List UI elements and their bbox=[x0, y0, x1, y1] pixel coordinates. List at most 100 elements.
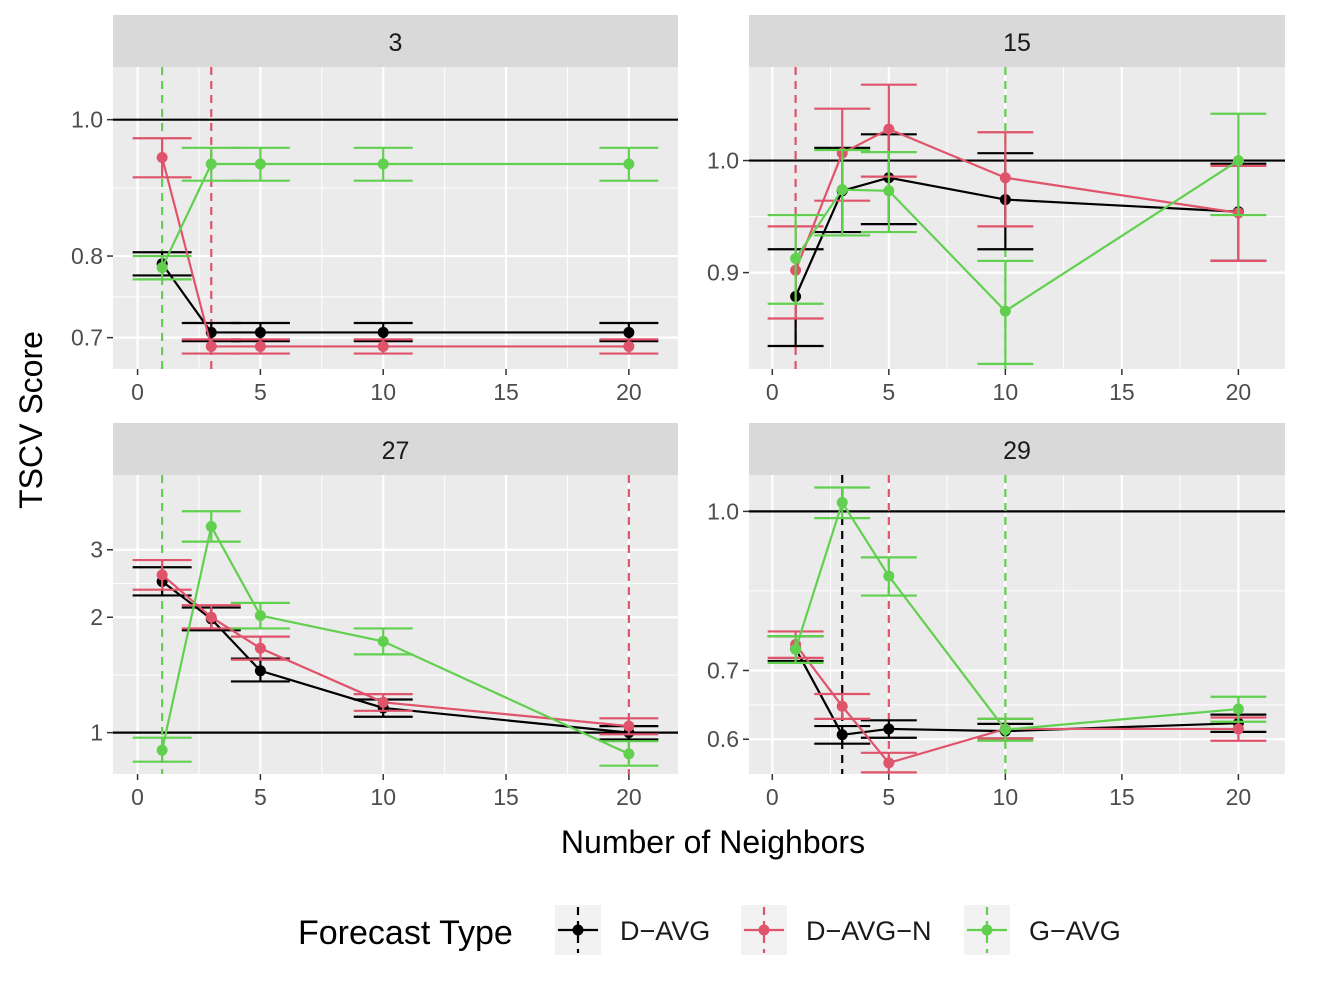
panel-27-marks bbox=[113, 475, 678, 774]
x-tick-label: 15 bbox=[493, 784, 519, 810]
panel-29: 29 0 5 10 15 20 0.6 0.7 1.0 bbox=[707, 423, 1285, 810]
panel-3-strip bbox=[113, 15, 678, 67]
data-point bbox=[883, 123, 895, 135]
data-point bbox=[999, 724, 1011, 736]
data-point bbox=[623, 326, 635, 338]
data-point bbox=[836, 729, 848, 741]
series-g-avg bbox=[767, 486, 1267, 742]
panel-27-strip bbox=[113, 423, 678, 475]
data-point bbox=[156, 151, 168, 163]
panel-3-background bbox=[113, 67, 678, 369]
y-tick-label: 1.0 bbox=[71, 107, 103, 133]
x-tick-label: 5 bbox=[882, 379, 895, 405]
data-point bbox=[205, 611, 217, 623]
data-point bbox=[254, 665, 266, 677]
data-point bbox=[377, 158, 389, 170]
y-tick-label: 3 bbox=[90, 537, 103, 563]
panel-29-strip bbox=[749, 423, 1285, 475]
data-point bbox=[156, 262, 168, 274]
data-point bbox=[377, 635, 389, 647]
data-point bbox=[836, 184, 848, 196]
panel-15-background bbox=[749, 67, 1285, 369]
legend-key-point bbox=[981, 924, 993, 936]
data-point bbox=[156, 569, 168, 581]
data-point bbox=[1232, 723, 1244, 735]
panel-15-strip-label: 15 bbox=[1003, 29, 1031, 57]
x-tick-label: 15 bbox=[1109, 379, 1135, 405]
series-g-avg bbox=[132, 510, 659, 767]
x-tick-label: 15 bbox=[493, 379, 519, 405]
data-point bbox=[377, 326, 389, 338]
data-point bbox=[254, 158, 266, 170]
panel-27-strip-label: 27 bbox=[382, 437, 410, 465]
data-point bbox=[883, 723, 895, 735]
panel-3-marks bbox=[113, 67, 678, 369]
data-point bbox=[999, 305, 1011, 317]
data-point bbox=[1232, 155, 1244, 167]
panel-3: 3 0 5 10 15 20 0.7 0.8 1.0 bbox=[71, 15, 678, 405]
y-tick-label: 1.0 bbox=[707, 498, 739, 524]
data-point bbox=[623, 748, 635, 760]
y-tick-label: 2 bbox=[90, 604, 103, 630]
x-tick-label: 10 bbox=[993, 379, 1019, 405]
panel-15-strip bbox=[749, 15, 1285, 67]
x-tick-label: 20 bbox=[616, 784, 642, 810]
legend-title: Forecast Type bbox=[298, 914, 513, 952]
y-tick-label: 0.6 bbox=[707, 726, 739, 752]
y-tick-label: 1 bbox=[90, 720, 103, 746]
data-point bbox=[254, 340, 266, 352]
data-point bbox=[377, 696, 389, 708]
data-point bbox=[377, 340, 389, 352]
panel-27-grid bbox=[113, 475, 678, 774]
panel-3-strip-label: 3 bbox=[389, 29, 403, 57]
panel-15-marks bbox=[749, 67, 1285, 369]
data-point bbox=[999, 172, 1011, 184]
data-point bbox=[623, 720, 635, 732]
series-d-avg bbox=[132, 251, 659, 343]
panel-3-grid bbox=[113, 67, 678, 369]
y-axis-title: TSCV Score bbox=[13, 331, 49, 509]
data-point bbox=[205, 520, 217, 532]
data-point bbox=[254, 642, 266, 654]
legend-label: D−AVG−N bbox=[806, 916, 932, 946]
panel-15: 15 0 5 10 15 20 0.9 1.0 bbox=[707, 15, 1285, 405]
x-tick-label: 5 bbox=[882, 784, 895, 810]
x-tick-label: 0 bbox=[131, 379, 144, 405]
data-point bbox=[1232, 703, 1244, 715]
legend-label: D−AVG bbox=[620, 916, 710, 946]
data-point bbox=[254, 326, 266, 338]
panel-29-strip-label: 29 bbox=[1003, 437, 1031, 465]
y-tick-label: 0.7 bbox=[71, 325, 103, 351]
data-point bbox=[623, 340, 635, 352]
series-g-avg bbox=[767, 112, 1267, 365]
data-point bbox=[205, 340, 217, 352]
data-point bbox=[254, 610, 266, 622]
data-point bbox=[790, 643, 802, 655]
data-point bbox=[790, 253, 802, 265]
legend: D−AVG D−AVG−N G−AVG bbox=[555, 905, 1121, 955]
x-axis-title: Number of Neighbors bbox=[561, 824, 865, 860]
x-tick-label: 5 bbox=[254, 379, 267, 405]
x-tick-label: 10 bbox=[993, 784, 1019, 810]
y-tick-label: 0.8 bbox=[71, 243, 103, 269]
y-tick-label: 1.0 bbox=[707, 148, 739, 174]
x-tick-label: 20 bbox=[1226, 784, 1252, 810]
legend-item-g-avg: G−AVG bbox=[964, 905, 1121, 955]
x-tick-label: 0 bbox=[766, 784, 779, 810]
legend-item-d-avg-n: D−AVG−N bbox=[741, 905, 932, 955]
x-tick-label: 10 bbox=[370, 784, 396, 810]
y-tick-label: 0.9 bbox=[707, 260, 739, 286]
data-point bbox=[836, 700, 848, 712]
x-tick-label: 20 bbox=[1226, 379, 1252, 405]
y-tick-label: 0.7 bbox=[707, 657, 739, 683]
legend-key-point bbox=[758, 924, 770, 936]
legend-item-d-avg: D−AVG bbox=[555, 905, 710, 955]
x-tick-label: 10 bbox=[370, 379, 396, 405]
series-d-avg-n bbox=[132, 137, 659, 355]
legend-label: G−AVG bbox=[1029, 916, 1121, 946]
data-point bbox=[205, 158, 217, 170]
x-tick-label: 15 bbox=[1109, 784, 1135, 810]
data-point bbox=[156, 744, 168, 756]
